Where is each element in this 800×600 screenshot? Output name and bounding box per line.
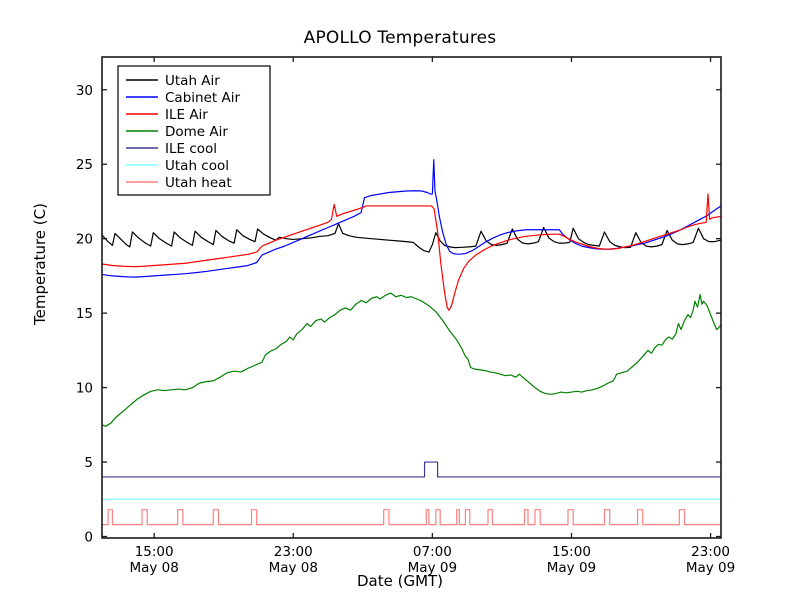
x-axis-label: Date (GMT) xyxy=(356,572,444,590)
y-tick-label: 30 xyxy=(76,83,93,99)
series-line-utah-air xyxy=(102,223,721,253)
legend-label-utah-heat[interactable]: Utah heat xyxy=(165,175,232,191)
legend-label-ile-air[interactable]: ILE Air xyxy=(165,107,208,123)
x-tick-time-label: 15:00 xyxy=(552,544,591,560)
axes-layer xyxy=(101,56,722,539)
y-tick-label: 0 xyxy=(84,530,93,546)
x-tick-date-label: May 09 xyxy=(408,560,457,576)
data-series-layer xyxy=(102,159,721,526)
legend-label-utah-air[interactable]: Utah Air xyxy=(165,73,220,89)
x-tick-date-label: May 08 xyxy=(269,560,318,576)
x-tick-date-label: May 08 xyxy=(129,560,178,576)
y-tick-label: 15 xyxy=(76,306,93,322)
x-tick-time-label: 23:00 xyxy=(691,544,730,560)
series-line-ile-cool xyxy=(102,461,721,478)
series-line-ile-air xyxy=(102,193,721,311)
y-tick-label: 25 xyxy=(76,157,93,173)
x-tick-date-label: May 09 xyxy=(686,560,735,576)
x-tick-time-label: 15:00 xyxy=(135,544,174,560)
legend-label-dome-air[interactable]: Dome Air xyxy=(165,124,228,140)
legend-label-cabinet-air[interactable]: Cabinet Air xyxy=(165,90,240,106)
page-title: APOLLO Temperatures xyxy=(303,28,497,48)
series-line-dome-air xyxy=(102,292,721,427)
series-line-utah-heat xyxy=(102,509,721,526)
y-tick-label: 10 xyxy=(76,381,93,397)
x-tick-time-label: 07:00 xyxy=(413,544,452,560)
x-tick-time-label: 23:00 xyxy=(274,544,313,560)
legend-label-utah-cool[interactable]: Utah cool xyxy=(165,158,229,174)
y-tick-label: 5 xyxy=(84,455,93,471)
y-tick-label: 20 xyxy=(76,232,93,248)
legend-label-ile-cool[interactable]: ILE cool xyxy=(165,141,217,157)
x-tick-date-label: May 09 xyxy=(547,560,596,576)
plot-frame xyxy=(101,56,722,539)
